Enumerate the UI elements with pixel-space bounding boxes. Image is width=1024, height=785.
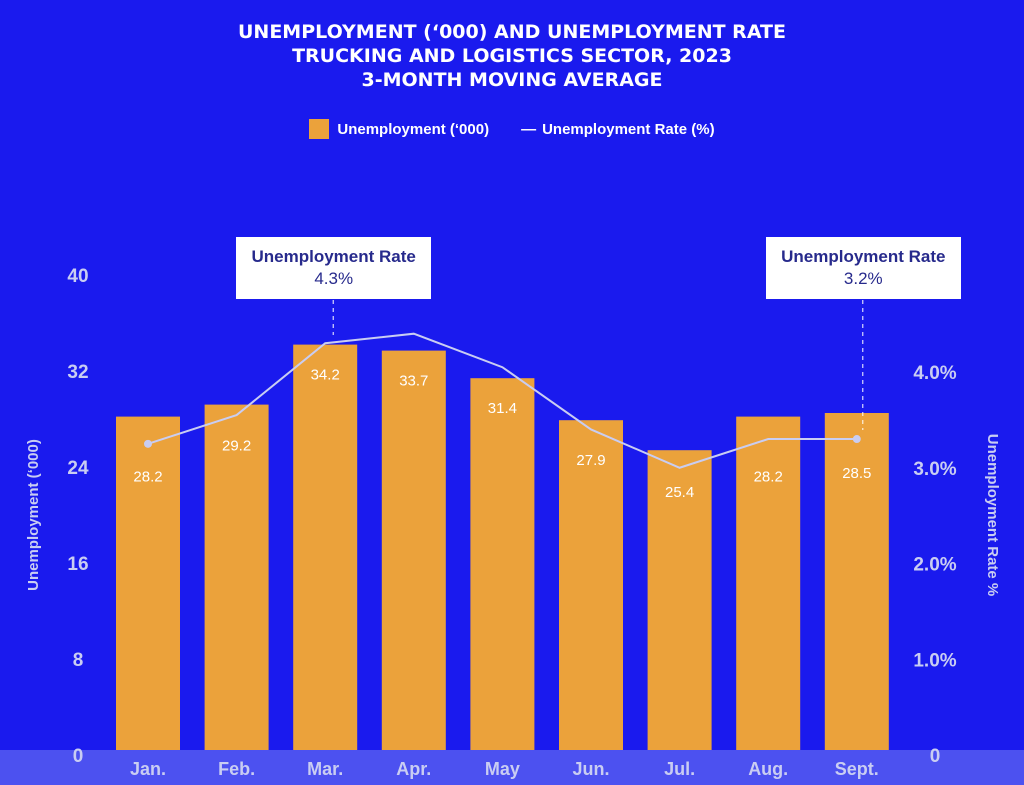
x-tick-label: Aug. [748,759,788,779]
legend-bar-swatch [309,119,330,139]
bar [381,350,446,750]
bar-value-label: 33.7 [399,373,428,390]
legend-line-marker: — [521,120,537,138]
bar-value-label: 28.2 [133,469,162,486]
y-axis-title: Unemployment (‘000) [25,439,42,591]
callout-value: 3.2% [843,269,883,288]
x-tick-label: Mar. [307,759,343,779]
x-tick-label: Jun. [572,759,609,779]
y2-tick-label: 4.0% [913,363,956,384]
x-tick-label: May [485,759,520,779]
bar [559,420,623,750]
y2-tick-label: 0 [930,746,941,767]
legend-line-label: Unemployment Rate (%) [542,120,715,138]
bar-value-label: 27.9 [576,452,605,469]
legend-item-bars: Unemployment (‘000) [309,119,489,139]
y2-tick-label: 2.0% [913,555,956,576]
title-line-3: 3-MONTH MOVING AVERAGE [361,69,663,91]
bar-value-label: 25.4 [665,484,694,501]
y-tick-label: 32 [67,362,88,383]
bar-value-label: 29.2 [222,438,251,455]
y-tick-label: 40 [67,266,88,287]
title-line-1: UNEMPLOYMENT (‘000) AND UNEMPLOYMENT RAT… [238,21,786,43]
callout-title: Unemployment Rate [251,247,416,266]
bar [824,413,889,750]
x-tick-label: Jul. [664,759,695,779]
bar [293,344,358,750]
callout-value: 4.3% [314,269,354,288]
rate-point-marker [144,439,152,448]
callout-rate-mar: Unemployment Rate 4.3% [236,237,432,299]
bar-value-label: 31.4 [488,400,517,417]
callout-title: Unemployment Rate [781,247,946,266]
rate-line [147,332,857,469]
x-tick-label: Sept. [835,759,879,779]
title-line-2: TRUCKING AND LOGISTICS SECTOR, 2023 [292,45,732,67]
x-tick-label: Jan. [130,759,166,779]
chart-legend: Unemployment (‘000) — Unemployment Rate … [0,119,1024,139]
y-tick-label: 24 [67,458,89,479]
callout-rate-sept: Unemployment Rate 3.2% [765,237,961,299]
y-tick-label: 16 [67,554,88,575]
bar-value-label: 28.2 [754,469,783,486]
y2-tick-label: 3.0% [913,459,956,480]
chart-title: UNEMPLOYMENT (‘000) AND UNEMPLOYMENT RAT… [0,20,1024,92]
x-tick-label: Feb. [218,759,255,779]
bar [736,416,801,750]
legend-bar-label: Unemployment (‘000) [337,120,490,138]
bar [204,404,269,750]
legend-item-line: — Unemployment Rate (%) [521,121,715,138]
bar [116,416,180,750]
y2-axis-title: Unemployment Rate % [984,434,1001,597]
bar-value-label: 28.5 [842,465,871,482]
bar-value-label: 34.2 [311,367,340,384]
rate-point-marker [852,435,861,444]
x-tick-label: Apr. [396,759,431,779]
y-tick-label: 0 [73,746,84,767]
bar [647,450,712,750]
y-tick-label: 8 [73,650,84,671]
y2-tick-label: 1.0% [913,650,956,671]
bar [470,378,535,750]
x-axis-band [0,750,1024,785]
